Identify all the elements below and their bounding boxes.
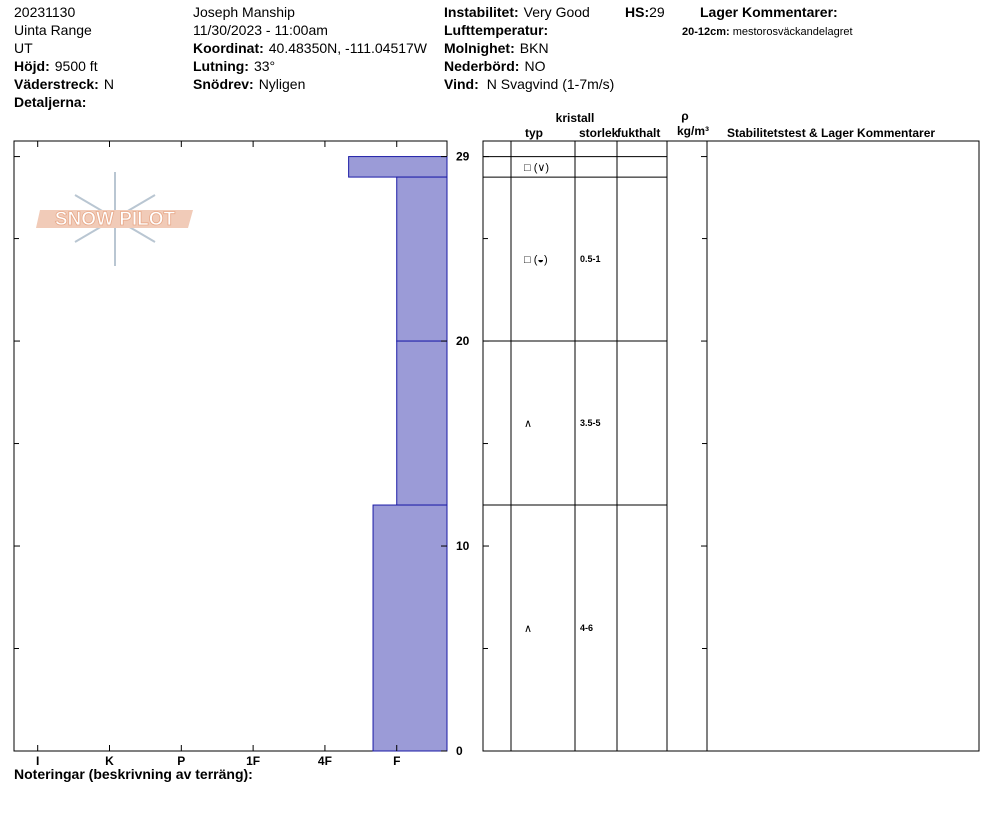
grain-type: □ (◒)	[524, 254, 548, 266]
wind-loading: Snödrev: Nyligen	[193, 76, 305, 92]
label: Väderstreck:	[14, 76, 99, 92]
col-comments: Stabilitetstest & Lager Kommentarer	[727, 126, 935, 140]
x-tick-label: 4F	[318, 754, 332, 768]
date: 20231130	[14, 4, 75, 20]
depth: 20-12cm:	[682, 26, 730, 38]
logo: SNOW PILOT	[36, 172, 193, 266]
precip: Nederbörd: NO	[444, 58, 546, 74]
grain-type: ∧	[524, 418, 532, 430]
grain-type: ∧	[524, 623, 532, 635]
value: NO	[524, 58, 545, 74]
details: Detaljerna:	[14, 94, 86, 110]
label: Instabilitet:	[444, 4, 519, 20]
sky: Molnighet: BKN	[444, 40, 549, 56]
grain-size: 4-6	[580, 623, 593, 633]
label: HS:	[625, 4, 649, 20]
grain-size: 3.5-5	[580, 418, 601, 428]
label: Molnighet:	[444, 40, 515, 56]
layer-comments-title: Lager Kommentarer:	[700, 4, 838, 20]
col-density-unit: kg/m³	[677, 124, 709, 138]
col-crystal: kristall	[556, 111, 595, 125]
observer: Joseph Manship	[193, 4, 295, 20]
grain-size: 0.5-1	[580, 254, 601, 264]
logo-text: SNOW PILOT	[55, 209, 176, 230]
x-tick-label: P	[177, 754, 185, 768]
label: Nederbörd:	[444, 58, 519, 74]
x-tick-label: F	[393, 754, 400, 768]
y-tick-label: 29	[456, 150, 470, 164]
comment: mestorosväckandelagret	[733, 26, 853, 38]
value: Very Good	[524, 4, 590, 20]
elevation: Höjd: 9500 ft	[14, 58, 98, 74]
y-tick-label: 20	[456, 334, 470, 348]
table-frame	[482, 140, 980, 752]
label: Vind:	[444, 76, 479, 92]
value: N	[104, 76, 114, 92]
col-rho: ρ	[681, 109, 688, 123]
y-tick-label: 0	[456, 744, 463, 758]
label: Lutning:	[193, 58, 249, 74]
datetime: 11/30/2023 - 11:00am	[193, 22, 328, 38]
value: 40.48350N, -111.04517W	[269, 40, 428, 56]
state: UT	[14, 40, 33, 56]
air-temp: Lufttemperatur:	[444, 22, 548, 38]
footer: Noteringar (beskrivning av terräng):	[14, 766, 253, 782]
coordinates: Koordinat: 40.48350N, -111.04517W	[193, 40, 428, 56]
hardness-bar	[348, 156, 448, 178]
grain-type: □ (∨)	[524, 162, 549, 174]
x-tick-label: K	[105, 754, 114, 768]
value: 33°	[254, 58, 275, 74]
x-tick-label: 1F	[246, 754, 260, 768]
value: 9500 ft	[55, 58, 98, 74]
value: N Svagvind (1-7m/s)	[487, 76, 615, 92]
hardness-bar	[396, 340, 448, 506]
y-tick-label: 10	[456, 539, 470, 553]
label: Koordinat:	[193, 40, 264, 56]
label: Snödrev:	[193, 76, 254, 92]
col-moisture: fukthalt	[617, 126, 660, 140]
hs: HS:29	[625, 4, 665, 20]
range: Uinta Range	[14, 22, 92, 38]
instability: Instabilitet: Very Good	[444, 4, 590, 20]
wind: Vind: N Svagvind (1-7m/s)	[444, 76, 614, 92]
col-size: storlek	[579, 126, 619, 140]
aspect: Väderstreck: N	[14, 76, 114, 92]
slope: Lutning: 33°	[193, 58, 275, 74]
value: BKN	[520, 40, 549, 56]
col-type: typ	[525, 126, 543, 140]
value: 29	[649, 4, 665, 20]
hardness-bar	[372, 504, 448, 752]
label: Höjd:	[14, 58, 50, 74]
value: Nyligen	[259, 76, 306, 92]
x-tick-label: I	[36, 754, 39, 768]
hardness-bar	[396, 176, 448, 342]
layer-comment: 20-12cm: mestorosväckandelagret	[682, 26, 853, 38]
table-columns	[510, 141, 708, 751]
